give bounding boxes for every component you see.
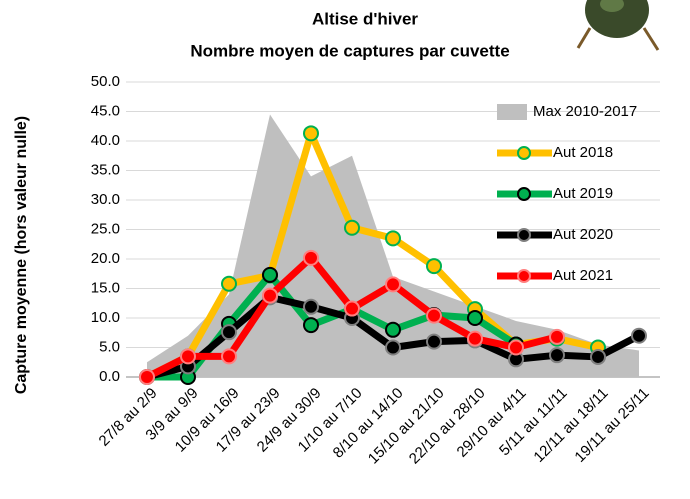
marker <box>468 332 482 346</box>
marker <box>263 268 277 282</box>
x-tick-label: 19/11 au 25/11 <box>571 385 652 466</box>
marker <box>181 349 195 363</box>
beetle-icon <box>578 0 658 50</box>
marker <box>468 311 482 325</box>
y-tick-label: 10.0 <box>91 309 120 326</box>
marker <box>386 323 400 337</box>
marker <box>304 318 318 332</box>
y-tick-label: 50.0 <box>91 73 120 90</box>
marker <box>222 349 236 363</box>
legend-marker <box>518 270 530 282</box>
marker <box>386 231 400 245</box>
marker <box>345 221 359 235</box>
legend-label: Aut 2018 <box>553 144 613 161</box>
y-tick-label: 40.0 <box>91 132 120 149</box>
marker <box>591 350 605 364</box>
chart-title: Altise d'hiver <box>312 9 418 28</box>
marker <box>427 335 441 349</box>
marker <box>140 370 154 384</box>
marker <box>427 309 441 323</box>
legend-marker <box>518 188 530 200</box>
marker <box>632 329 646 343</box>
legend-marker <box>518 147 530 159</box>
y-tick-label: 15.0 <box>91 279 120 296</box>
marker <box>386 277 400 291</box>
y-tick-label: 25.0 <box>91 220 120 237</box>
legend-label: Max 2010-2017 <box>533 103 637 120</box>
marker <box>222 277 236 291</box>
marker <box>345 302 359 316</box>
marker <box>304 300 318 314</box>
y-tick-label: 30.0 <box>91 191 120 208</box>
marker <box>304 126 318 140</box>
marker <box>427 259 441 273</box>
legend-swatch <box>497 104 527 120</box>
marker <box>550 348 564 362</box>
chart-subtitle: Nombre moyen de captures par cuvette <box>190 41 509 60</box>
marker <box>263 289 277 303</box>
y-tick-label: 45.0 <box>91 102 120 119</box>
y-tick-label: 35.0 <box>91 161 120 178</box>
legend-label: Aut 2020 <box>553 226 613 243</box>
y-axis-label: Capture moyenne (hors valeur nulle) <box>13 116 30 394</box>
y-tick-label: 5.0 <box>99 338 120 355</box>
marker <box>550 330 564 344</box>
y-tick-label: 0.0 <box>99 368 120 385</box>
legend-label: Aut 2021 <box>553 267 613 284</box>
legend-label: Aut 2019 <box>553 185 613 202</box>
marker <box>222 325 236 339</box>
marker <box>304 251 318 265</box>
legend-marker <box>518 229 530 241</box>
chart: Altise d'hiver Nombre moyen de captures … <box>0 0 690 499</box>
y-tick-label: 20.0 <box>91 250 120 267</box>
marker <box>386 341 400 355</box>
marker <box>509 341 523 355</box>
